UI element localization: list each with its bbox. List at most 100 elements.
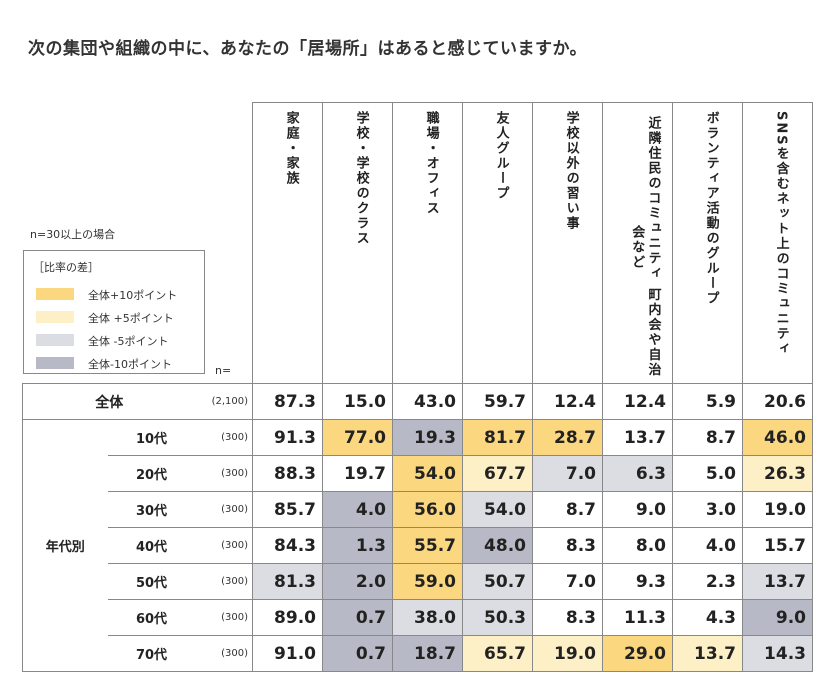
row-label: 30代 <box>107 491 196 528</box>
legend-header: ［比率の差］ <box>33 261 99 274</box>
value-cell: 91.0 <box>252 635 323 672</box>
value-cell: 19.0 <box>742 491 813 528</box>
value-cell: 0.7 <box>322 599 393 636</box>
value-cell: 18.7 <box>392 635 463 672</box>
value-cell: 19.3 <box>392 419 463 456</box>
sample-size-cell: (300) <box>195 599 253 636</box>
column-header-label: 職場・オフィス <box>423 111 439 216</box>
value-cell: 81.7 <box>462 419 533 456</box>
row-label: 20代 <box>107 455 196 492</box>
row-label: 60代 <box>107 599 196 636</box>
value-cell: 9.0 <box>742 599 813 636</box>
value-cell: 2.3 <box>672 563 743 600</box>
column-header: ボランティア活動のグループ <box>672 102 743 384</box>
sample-size-cell: (300) <box>195 635 253 672</box>
row-label: 全体 <box>22 383 196 420</box>
value-cell: 7.0 <box>532 563 603 600</box>
legend-label-minus5: 全体 -5ポイント <box>88 335 169 348</box>
value-cell: 8.3 <box>532 599 603 636</box>
column-header-label: 家庭・家族 <box>283 111 299 186</box>
value-cell: 28.7 <box>532 419 603 456</box>
column-header: 友人グループ <box>462 102 533 384</box>
sample-size-cell: (300) <box>195 419 253 456</box>
column-header-label: SNSを含むネット上のコミュニティ <box>773 111 789 357</box>
value-cell: 9.0 <box>602 491 673 528</box>
header-spacer <box>23 103 253 384</box>
column-header: 職場・オフィス <box>392 102 463 384</box>
value-cell: 1.3 <box>322 527 393 564</box>
table-row: 70代 (300) 91.0 0.7 18.7 65.7 19.0 29.0 13.7 14.3 <box>23 635 813 672</box>
value-cell: 59.7 <box>462 383 533 420</box>
legend-swatch-minus5 <box>36 334 74 346</box>
value-cell: 48.0 <box>462 527 533 564</box>
sample-size-cell: (300) <box>195 455 253 492</box>
value-cell: 89.0 <box>252 599 323 636</box>
table-row: 30代 (300) 85.7 4.0 56.0 54.0 8.7 9.0 3.0 19.0 <box>23 491 813 528</box>
legend-swatch-plus10 <box>36 288 74 300</box>
value-cell: 7.0 <box>532 455 603 492</box>
column-header-label: 学校以外の習い事 <box>563 111 579 231</box>
n-label: n= <box>215 364 232 377</box>
legend: ［比率の差］ 全体+10ポイント 全体 +5ポイント 全体 -5ポイント 全体-… <box>23 250 205 374</box>
value-cell: 84.3 <box>252 527 323 564</box>
value-cell: 12.4 <box>602 383 673 420</box>
data-table: 家庭・家族 学校・学校のクラス 職場・オフィス 友人グループ 学校以外の習い事 … <box>22 102 813 672</box>
value-cell: 56.0 <box>392 491 463 528</box>
value-cell: 15.7 <box>742 527 813 564</box>
legend-label-plus10: 全体+10ポイント <box>88 289 178 302</box>
value-cell: 8.7 <box>672 419 743 456</box>
value-cell: 67.7 <box>462 455 533 492</box>
column-header: 学校・学校のクラス <box>322 102 393 384</box>
value-cell: 87.3 <box>252 383 323 420</box>
sample-size-cell: (300) <box>195 491 253 528</box>
value-cell: 46.0 <box>742 419 813 456</box>
legend-label-minus10: 全体-10ポイント <box>88 358 172 371</box>
sample-size-cell: (300) <box>195 527 253 564</box>
total-row: 全体 (2,100) 87.3 15.0 43.0 59.7 12.4 12.4 5.9 20.6 <box>22 383 813 420</box>
table-row: 60代 (300) 89.0 0.7 38.0 50.3 8.3 11.3 4.3 9.0 <box>23 599 813 636</box>
value-cell: 8.0 <box>602 527 673 564</box>
column-header-label: ボランティア活動のグループ <box>703 111 719 306</box>
value-cell: 11.3 <box>602 599 673 636</box>
table-row: 40代 (300) 84.3 1.3 55.7 48.0 8.3 8.0 4.0 15.7 <box>23 527 813 564</box>
sample-size-cell: (2,100) <box>195 383 253 420</box>
value-cell: 4.0 <box>672 527 743 564</box>
value-cell: 50.7 <box>462 563 533 600</box>
value-cell: 0.7 <box>322 635 393 672</box>
value-cell: 15.0 <box>322 383 393 420</box>
value-cell: 2.0 <box>322 563 393 600</box>
value-cell: 54.0 <box>392 455 463 492</box>
legend-swatch-plus5 <box>36 311 74 323</box>
value-cell: 29.0 <box>602 635 673 672</box>
column-header: 近隣住民のコミュニティ 町内会や自治会など <box>602 102 673 384</box>
row-label: 10代 <box>107 419 196 456</box>
row-label: 70代 <box>107 635 196 672</box>
value-cell: 65.7 <box>462 635 533 672</box>
value-cell: 20.6 <box>742 383 813 420</box>
value-cell: 59.0 <box>392 563 463 600</box>
value-cell: 38.0 <box>392 599 463 636</box>
sample-size-cell: (300) <box>195 563 253 600</box>
value-cell: 8.3 <box>532 527 603 564</box>
group-label: 年代別 <box>22 419 108 672</box>
column-header-label: 学校・学校のクラス <box>353 111 369 246</box>
table-row: 50代 (300) 81.3 2.0 59.0 50.7 7.0 9.3 2.3 13.7 <box>23 563 813 600</box>
value-cell: 5.0 <box>672 455 743 492</box>
value-cell: 54.0 <box>462 491 533 528</box>
value-cell: 3.0 <box>672 491 743 528</box>
table-row: 年代別 10代 (300) 91.3 77.0 19.3 81.7 28.7 13.7 8.7 46… <box>22 419 813 672</box>
sample-size-note: n=30以上の場合 <box>30 228 116 241</box>
value-cell: 4.3 <box>672 599 743 636</box>
value-cell: 43.0 <box>392 383 463 420</box>
value-cell: 14.3 <box>742 635 813 672</box>
value-cell: 26.3 <box>742 455 813 492</box>
value-cell: 13.7 <box>742 563 813 600</box>
value-cell: 91.3 <box>252 419 323 456</box>
page-title: 次の集団や組織の中に、あなたの「居場所」はあると感じていますか。 <box>28 39 588 59</box>
value-cell: 77.0 <box>322 419 393 456</box>
value-cell: 19.7 <box>322 455 393 492</box>
column-header-label: 近隣住民のコミュニティ 町内会や自治会など <box>629 116 661 378</box>
value-cell: 13.7 <box>672 635 743 672</box>
header-row: 家庭・家族 学校・学校のクラス 職場・オフィス 友人グループ 学校以外の習い事 … <box>23 102 813 384</box>
value-cell: 85.7 <box>252 491 323 528</box>
